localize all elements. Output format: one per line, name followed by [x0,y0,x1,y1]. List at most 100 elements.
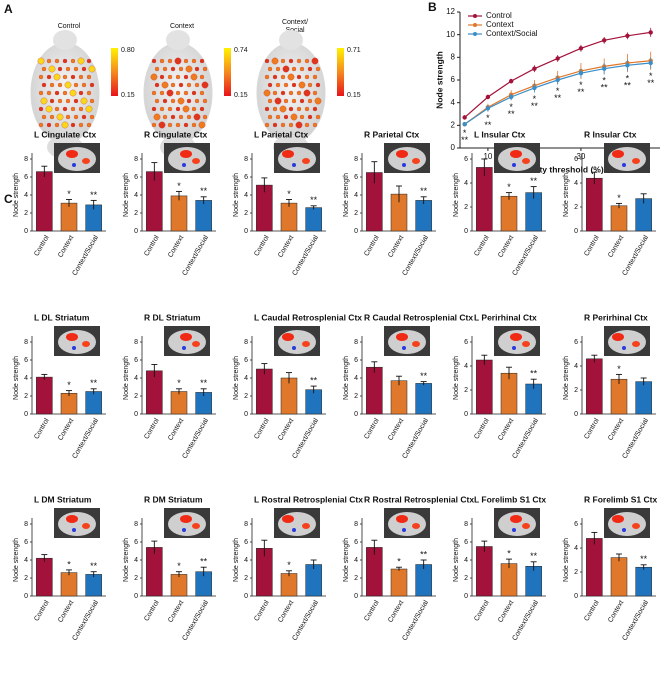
x-tick-label: Control [583,234,601,257]
y-tick-label: 8 [464,521,468,528]
brain-node [89,98,95,104]
bar [280,202,298,232]
brain-olfactory [53,30,77,50]
y-tick-label: 8 [134,156,138,163]
brain-node [162,114,168,120]
significance: ** [647,78,655,88]
significance: * [287,189,291,199]
panel-label: B [428,0,437,14]
inset-blob [302,341,310,347]
inset-blob [510,515,522,523]
brain-node [89,114,95,120]
x-tick-label: Control [143,599,161,622]
x-tick-label: Context/Social [71,599,100,642]
brain-node [170,98,176,104]
chart-title: R Perirhinal Ctx [584,312,648,322]
colorbar-max: 0.71 [347,47,361,54]
brain-node [183,58,189,64]
y-axis-title: Node strength [343,538,350,582]
bar [305,207,322,232]
significance: * [67,559,71,569]
data-point [555,77,560,83]
x-axis-title: Density threshold (%) [516,164,604,174]
significance: ** [554,93,562,103]
brain-node [291,98,297,104]
brain-node [89,82,95,88]
bar [280,573,298,597]
y-tick-label: 4 [134,557,138,564]
brain-node [186,82,192,88]
map-title: Social [285,27,305,34]
legend-label: Control [486,11,512,20]
brain-node [70,106,76,112]
brain-node [296,106,302,112]
data-point [555,56,560,61]
data-point [508,78,514,84]
y-tick-label: 0 [464,411,468,418]
brain-node [280,74,286,80]
significance: ** [640,554,648,564]
bar [390,380,408,415]
y-axis-title: Node strength [13,173,20,217]
brain-node [295,121,303,129]
significance: ** [90,561,98,571]
data-point [532,85,537,91]
map-title: Context/ [282,19,308,26]
significance: * [67,380,71,390]
x-tick-label: Context [497,417,515,441]
y-axis-title: Node strength [343,173,350,217]
inset-blob [622,163,626,167]
bar [170,391,188,415]
y-tick-label: 4 [24,375,28,382]
inset-blob [302,523,310,529]
inset-blob [282,333,294,341]
brain-node [41,82,47,88]
y-tick-label: 6 [464,339,468,346]
significance: ** [90,378,98,388]
y-tick-label: 4 [464,557,468,564]
significance: ** [508,109,516,119]
significance: * [579,80,583,90]
brain-node [272,122,278,128]
inset-brain [168,330,206,354]
chart-title: R Cingulate Ctx [144,129,208,139]
y-tick-label: 0 [574,228,578,235]
significance: * [556,86,560,96]
brain-node [57,98,63,104]
bar [366,547,383,597]
significance: * [177,378,181,388]
map-title: Context [170,23,194,30]
brain-node [49,114,55,120]
significance: ** [90,190,98,200]
significance: ** [310,195,318,205]
bar [415,200,432,232]
brain-node [167,74,173,80]
inset-blob [632,158,640,164]
y-tick-label: 8 [244,339,248,346]
significance: ** [200,186,208,196]
inset-blob [182,528,186,532]
x-tick-label: Context/Social [621,599,650,642]
y-tick-label: 2 [134,210,138,217]
brain-node [271,57,279,65]
x-tick-label: Control [33,417,51,440]
inset-blob [510,333,522,341]
brain-node [81,114,87,120]
y-tick-label: 6 [574,156,578,163]
x-tick-label: Context [57,417,75,441]
x-tick-label: Context [57,234,75,258]
inset-blob [66,150,78,158]
brain-node [267,66,273,72]
inset-blob [412,158,420,164]
y-tick-label: 4 [464,180,468,187]
brain-node [264,122,270,128]
x-tick-label: Context/Social [291,234,320,277]
chart-title: L Rostral Retrosplenial Ctx [254,494,363,504]
x-tick-label: Control [253,417,271,440]
significance: ** [200,557,208,567]
brain-node [86,90,92,96]
y-tick-label: 6 [464,539,468,546]
colorbar [337,48,344,96]
significance: ** [484,120,492,130]
x-tick-label: Context [497,234,515,258]
